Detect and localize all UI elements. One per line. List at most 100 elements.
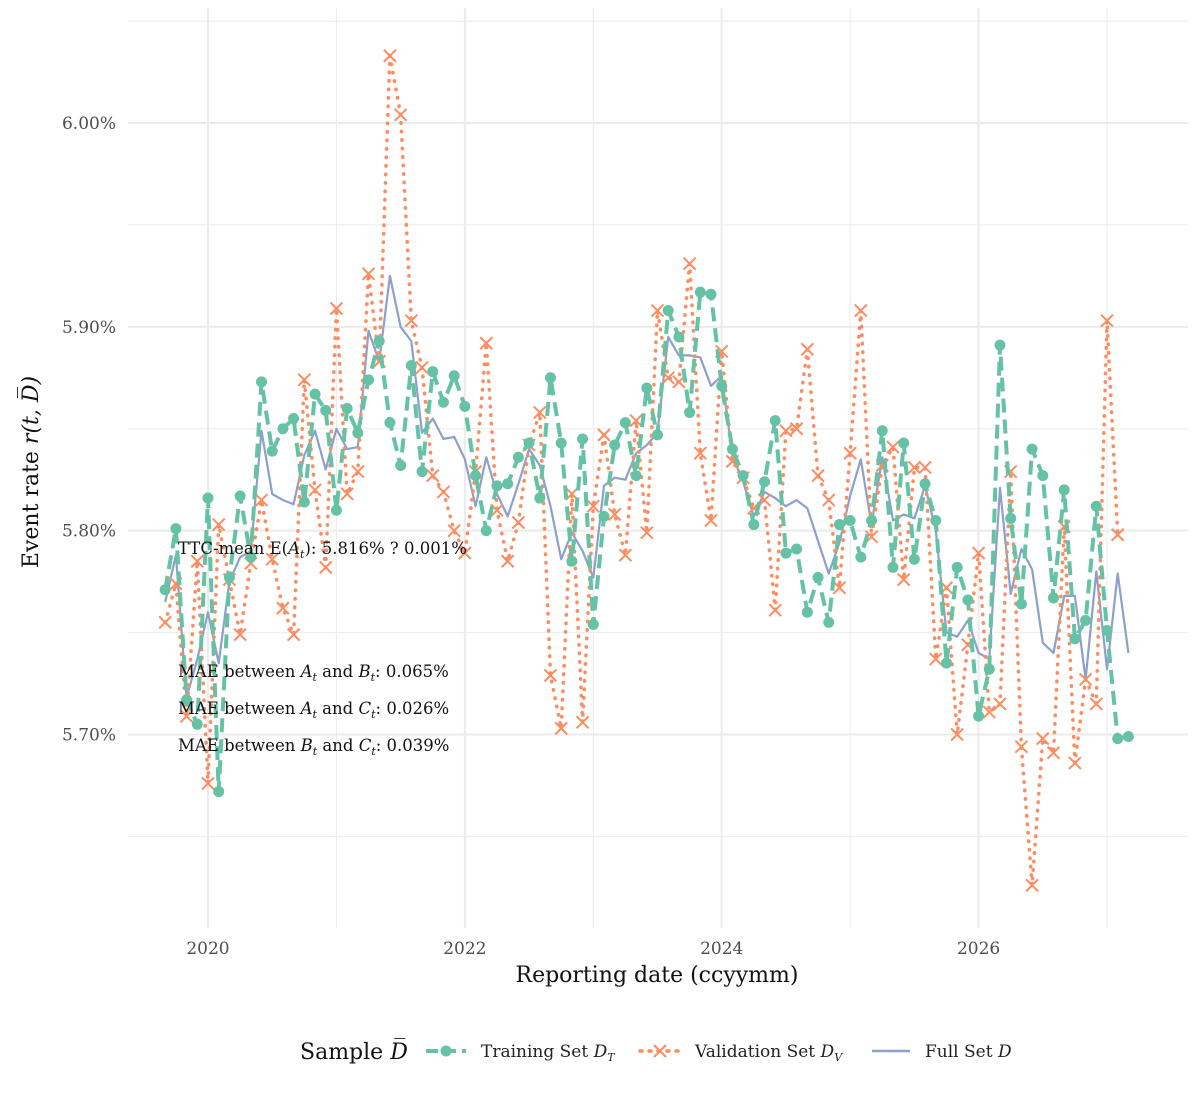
training-point — [523, 437, 535, 449]
training-point — [470, 470, 482, 482]
training-point — [427, 366, 439, 378]
training-point — [769, 415, 781, 427]
validation-point — [276, 601, 290, 615]
validation-point — [404, 314, 419, 328]
training-point — [181, 694, 193, 706]
validation-point — [650, 303, 665, 318]
training-point — [320, 404, 332, 416]
annotation-mae-b-c: MAE between Bt and Ct: 0.039% — [178, 736, 449, 758]
validation-point — [907, 460, 922, 475]
validation-point — [511, 515, 526, 530]
validation-point — [993, 697, 1007, 711]
training-point — [930, 514, 942, 526]
training-point — [1026, 443, 1038, 455]
validation-point — [640, 525, 654, 540]
legend-item-full: Full Set D — [872, 1042, 1012, 1062]
training-point — [801, 606, 813, 618]
training-point — [1122, 731, 1134, 743]
legend-label-validation: Validation Set DV — [694, 1042, 843, 1064]
training-point — [288, 413, 300, 425]
validation-point — [1068, 756, 1082, 770]
training-point — [544, 372, 556, 384]
validation-point — [329, 301, 344, 316]
y-tick-labels: 5.70% 5.80% 5.90% 6.00% — [62, 114, 116, 746]
training-point — [480, 525, 492, 537]
x-axis-title: Reporting date (ccyymm) — [516, 963, 799, 988]
y-tick-label: 6.00% — [62, 114, 116, 134]
training-point — [191, 718, 203, 730]
training-point — [844, 514, 856, 526]
training-point — [726, 443, 738, 455]
validation-point — [233, 627, 247, 642]
training-point — [1069, 633, 1081, 645]
validation-point — [286, 627, 301, 642]
validation-point — [1036, 731, 1050, 746]
legend-key-training-marker — [440, 1045, 452, 1057]
validation-point — [479, 336, 493, 350]
training-point — [962, 594, 974, 606]
y-axis-title: Event rate r(t, D̅) — [17, 376, 44, 568]
validation-point — [822, 493, 836, 507]
training-point — [983, 663, 995, 675]
validation-point — [896, 572, 911, 587]
x-tick-label: 2022 — [443, 939, 486, 959]
training-point — [298, 496, 310, 508]
training-point — [973, 710, 985, 722]
training-point — [1015, 598, 1027, 610]
validation-point — [1025, 878, 1039, 893]
validation-point — [533, 405, 547, 420]
training-point — [512, 451, 524, 463]
validation-point — [351, 464, 365, 479]
x-tick-labels: 2020 2022 2024 2026 — [186, 939, 1000, 959]
validation-point — [361, 267, 376, 281]
legend-key-validation-marker — [653, 1044, 667, 1058]
validation-point — [843, 446, 857, 460]
validation-point — [543, 668, 558, 683]
training-point — [791, 543, 803, 555]
x-tick-label: 2020 — [186, 939, 229, 959]
training-point — [395, 459, 407, 471]
validation-point — [929, 652, 943, 666]
validation-point — [383, 49, 397, 63]
validation-point — [340, 487, 354, 501]
annotation-ttc-mean: TTC-mean E(At): 5.816% ? 0.001% — [178, 539, 467, 561]
training-point — [748, 519, 760, 531]
validation-point — [1100, 314, 1114, 328]
training-point — [919, 478, 931, 490]
validation-point — [854, 303, 868, 318]
validation-point — [297, 373, 312, 387]
x-tick-label: 2026 — [957, 939, 1000, 959]
validation-point — [201, 776, 215, 791]
validation-point — [254, 493, 269, 507]
training-point — [330, 504, 342, 516]
legend-item-validation: Validation Set DV — [638, 1042, 843, 1064]
y-tick-label: 5.80% — [62, 522, 116, 542]
x-tick-label: 2024 — [700, 939, 743, 959]
training-point — [341, 402, 353, 414]
training-point — [1005, 512, 1017, 524]
validation-point — [1078, 672, 1093, 687]
training-point — [1047, 592, 1059, 604]
training-point — [405, 360, 417, 372]
validation-point — [950, 727, 964, 742]
validation-point — [308, 483, 322, 497]
training-point — [566, 555, 578, 567]
training-point — [833, 519, 845, 531]
validation-point — [447, 523, 461, 538]
training-point — [213, 786, 225, 798]
training-point — [202, 492, 214, 504]
validation-point — [211, 517, 226, 532]
legend-label-full: Full Set D — [925, 1042, 1012, 1062]
validation-point — [1046, 746, 1061, 760]
training-point — [652, 429, 663, 441]
validation-point — [768, 603, 782, 617]
training-point — [866, 514, 878, 526]
training-point — [1101, 625, 1113, 637]
validation-point — [811, 468, 825, 483]
training-point — [780, 547, 792, 559]
training-point — [352, 427, 364, 439]
training-point — [448, 370, 460, 382]
validation-point — [158, 615, 172, 630]
validation-point — [800, 342, 815, 356]
